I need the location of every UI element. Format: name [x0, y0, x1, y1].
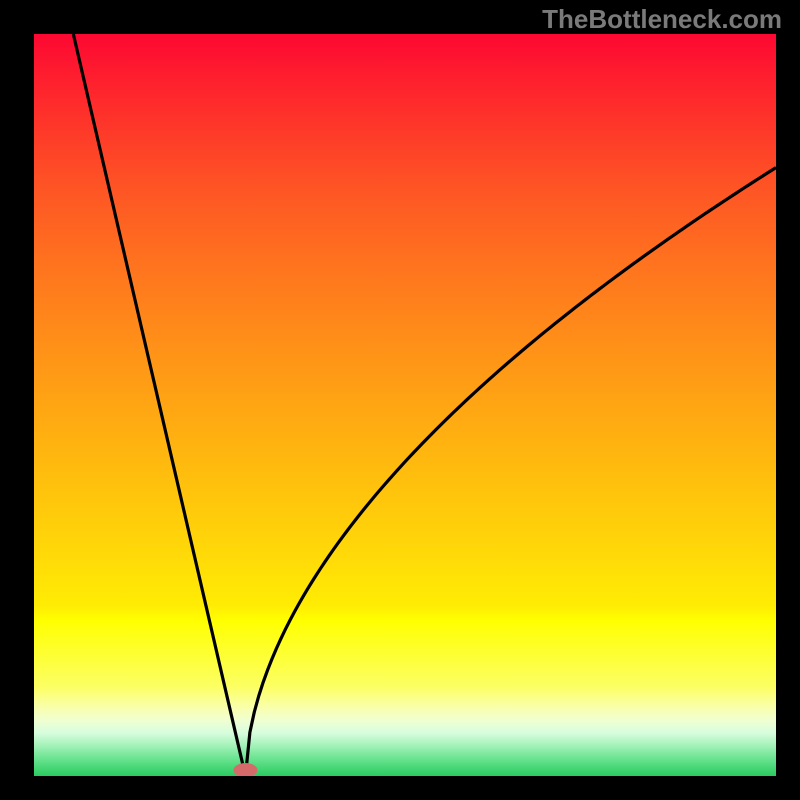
chart-container: TheBottleneck.com	[0, 0, 800, 800]
plot-area	[34, 34, 776, 776]
watermark-text: TheBottleneck.com	[542, 4, 782, 35]
gradient-background	[34, 34, 776, 776]
